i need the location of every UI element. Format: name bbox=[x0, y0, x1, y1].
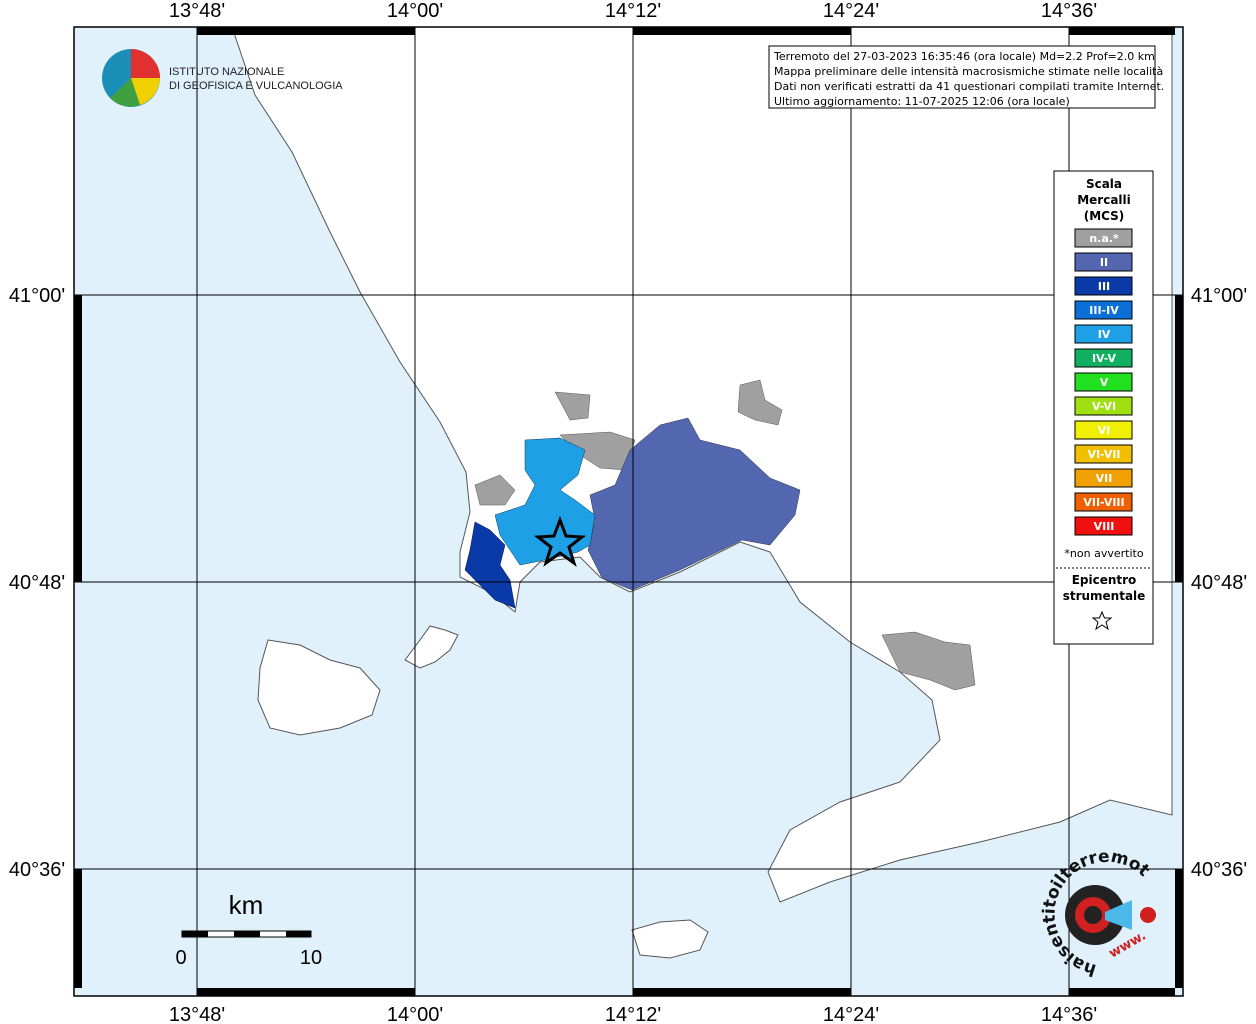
lon-label-top: 14°24' bbox=[823, 0, 879, 22]
legend-title: (MCS) bbox=[1084, 209, 1125, 223]
frame-bar bbox=[74, 295, 82, 582]
island-capri bbox=[631, 919, 709, 959]
legend-swatch bbox=[1074, 252, 1133, 272]
legend-label: VII-VIII bbox=[1083, 496, 1124, 509]
legend-swatch bbox=[1074, 324, 1133, 344]
scale-bar: km 0 10 bbox=[175, 890, 322, 969]
legend-title: Scala bbox=[1086, 177, 1122, 191]
epicenter-star bbox=[533, 515, 587, 567]
info-box bbox=[768, 45, 1156, 109]
ingv-logo: ISTITUTO NAZIONALE DI GEOFISICA E VULCAN… bbox=[102, 49, 343, 107]
area-iii bbox=[464, 521, 516, 609]
island-procida bbox=[404, 625, 459, 669]
logo-line2: DI GEOFISICA E VULCANOLOGIA bbox=[169, 80, 343, 92]
legend-swatch bbox=[1074, 444, 1133, 464]
legend-label: II bbox=[1100, 256, 1108, 269]
frame-bar bbox=[74, 869, 82, 988]
lat-label-right: 40°36' bbox=[1191, 859, 1247, 881]
lon-label-top: 14°36' bbox=[1041, 0, 1097, 22]
legend-title: Mercalli bbox=[1077, 193, 1131, 207]
legend-label: VI-VII bbox=[1087, 448, 1120, 461]
legend-note: *non avvertito bbox=[1064, 547, 1143, 560]
legend-label: IV bbox=[1098, 328, 1111, 341]
lon-label-bottom: 14°24' bbox=[823, 1004, 879, 1024]
legend-label: VIII bbox=[1094, 520, 1115, 533]
frame-bar bbox=[197, 988, 415, 996]
frame-bar bbox=[1069, 27, 1175, 35]
frame-bar bbox=[1175, 869, 1183, 988]
scale-end: 10 bbox=[300, 947, 322, 969]
lat-label-left: 40°48' bbox=[9, 572, 65, 594]
legend-label: III bbox=[1098, 280, 1110, 293]
lat-label-left: 41°00' bbox=[9, 285, 65, 307]
legend-swatch bbox=[1074, 228, 1133, 248]
legend-star bbox=[1091, 610, 1113, 631]
legend-epicenter: strumentale bbox=[1063, 589, 1146, 603]
legend-swatch bbox=[1074, 396, 1133, 416]
legend-label: n.a.* bbox=[1089, 232, 1119, 245]
legend-swatch bbox=[1074, 372, 1133, 392]
legend-swatch bbox=[1074, 348, 1133, 368]
frame-bars bbox=[74, 27, 1183, 996]
legend-label: IV-V bbox=[1092, 352, 1117, 365]
legend-swatch bbox=[1074, 516, 1133, 536]
frame-bar bbox=[633, 27, 851, 35]
coordinate-labels: 13°48' 13°48' 14°00' 14°00' 14°12' 14°12' 14°2… bbox=[9, 0, 1247, 1024]
lon-label-top: 14°00' bbox=[387, 0, 443, 22]
scale-unit: km bbox=[229, 890, 264, 920]
frame-bar bbox=[197, 27, 415, 35]
legend-swatch bbox=[1074, 492, 1133, 512]
legend: ScalaMercalli(MCS)n.a.*IIIIIIII-IVIVIV-V… bbox=[1063, 177, 1146, 603]
legend-label: VI bbox=[1098, 424, 1111, 437]
legend-label: V-VI bbox=[1092, 400, 1116, 413]
legend-label: III-IV bbox=[1089, 304, 1119, 317]
lat-label-left: 40°36' bbox=[9, 859, 65, 881]
logo-line1: ISTITUTO NAZIONALE bbox=[169, 66, 284, 78]
legend-label: VII bbox=[1096, 472, 1113, 485]
info-line: Mappa preliminare delle intensità macros… bbox=[774, 65, 1163, 78]
island-ischia bbox=[257, 639, 381, 736]
legend-epicenter: Epicentro bbox=[1072, 573, 1137, 587]
frame-bar bbox=[1175, 295, 1183, 582]
legend-swatch bbox=[1074, 300, 1133, 320]
lon-label-top: 14°12' bbox=[605, 0, 661, 22]
lon-label-top: 13°48' bbox=[169, 0, 225, 22]
legend-swatch bbox=[1074, 276, 1133, 296]
info-text: Terremoto del 27-03-2023 16:35:46 (ora l… bbox=[773, 50, 1164, 108]
lon-label-bottom: 14°36' bbox=[1041, 1004, 1097, 1024]
lon-label-bottom: 14°00' bbox=[387, 1004, 443, 1024]
frame-bar bbox=[633, 988, 851, 996]
lon-label-bottom: 13°48' bbox=[169, 1004, 225, 1024]
scale-start: 0 bbox=[175, 947, 186, 969]
info-line: Terremoto del 27-03-2023 16:35:46 (ora l… bbox=[773, 50, 1155, 63]
legend-swatch bbox=[1074, 468, 1133, 488]
lon-label-bottom: 14°12' bbox=[605, 1004, 661, 1024]
info-line: Ultimo aggiornamento: 11-07-2025 12:06 (… bbox=[774, 95, 1070, 108]
info-line: Dati non verificati estratti da 41 quest… bbox=[774, 80, 1164, 93]
lat-label-right: 41°00' bbox=[1191, 285, 1247, 307]
legend-label: V bbox=[1100, 376, 1109, 389]
lat-label-right: 40°48' bbox=[1191, 572, 1247, 594]
frame-bar bbox=[1069, 988, 1175, 996]
graticule bbox=[74, 27, 1183, 996]
area-iv bbox=[494, 437, 596, 566]
legend-swatch bbox=[1074, 420, 1133, 440]
